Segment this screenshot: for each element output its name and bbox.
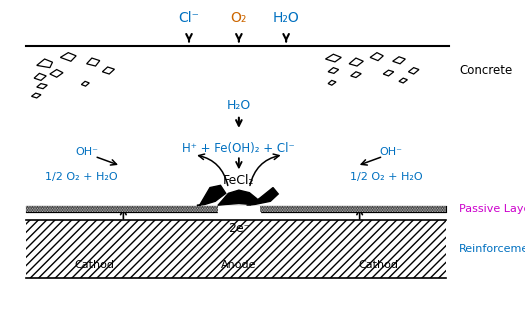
Bar (26, 220, 446, 278)
Text: Concrete: Concrete (459, 64, 512, 77)
Text: OH⁻: OH⁻ (380, 147, 403, 157)
Text: H⁺ + Fe(OH)₂ + Cl⁻: H⁺ + Fe(OH)₂ + Cl⁻ (183, 142, 295, 155)
Polygon shape (197, 185, 226, 205)
Text: Reinforcement: Reinforcement (459, 244, 525, 254)
Text: OH⁻: OH⁻ (75, 147, 98, 157)
Text: O₂: O₂ (230, 11, 247, 25)
Text: 1/2 O₂ + H₂O: 1/2 O₂ + H₂O (350, 172, 422, 182)
Text: Cathod: Cathod (358, 260, 398, 270)
Text: H₂O: H₂O (273, 11, 299, 25)
Text: 1/2 O₂ + H₂O: 1/2 O₂ + H₂O (45, 172, 118, 182)
Bar (26, 206, 446, 212)
Bar (26, 206, 218, 212)
Text: H₂O: H₂O (227, 99, 251, 112)
Bar (218, 206, 260, 213)
Text: FeCl₂: FeCl₂ (223, 174, 255, 187)
Text: 2e⁻: 2e⁻ (228, 222, 250, 234)
Polygon shape (218, 190, 257, 205)
Polygon shape (247, 188, 278, 205)
Text: Cathod: Cathod (75, 260, 114, 270)
Text: Anode: Anode (221, 260, 257, 270)
Bar (260, 206, 446, 212)
Text: Passive Layer: Passive Layer (459, 204, 525, 214)
Text: Cl⁻: Cl⁻ (178, 11, 200, 25)
